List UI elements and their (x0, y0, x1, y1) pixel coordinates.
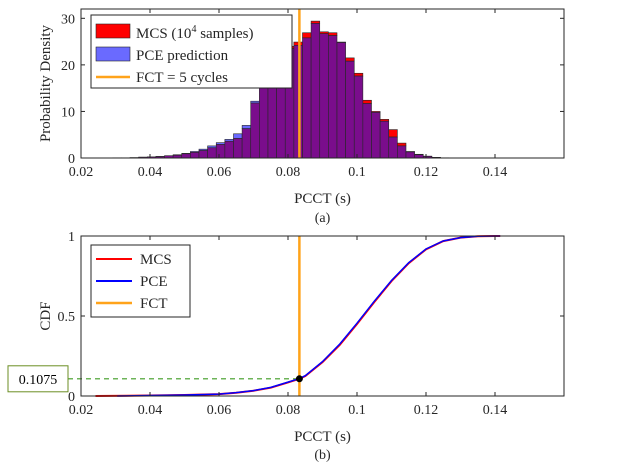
cdf-series-pce (117, 235, 501, 397)
legend-swatch-pce (95, 46, 131, 62)
legend-label-pce: PCE prediction (136, 48, 229, 64)
histogram-bar (207, 147, 217, 159)
legend-label-mcs-prefix: MCS (10 (136, 26, 191, 42)
histogram-bar-excess (345, 57, 355, 62)
panel-caption: (b) (314, 448, 331, 463)
histogram-bar (319, 33, 329, 159)
histogram-bar (250, 102, 260, 159)
x-tick-label: 0.04 (138, 165, 163, 180)
legend-label-pce: PCE (140, 274, 168, 290)
histogram-bar (233, 138, 243, 159)
histogram-bar-excess (310, 20, 321, 24)
histogram-bar (328, 35, 338, 159)
legend: MCS PCE FCT (90, 244, 191, 318)
y-tick-label: 0 (68, 390, 75, 405)
histogram-bar (388, 136, 398, 159)
legend-label-mcs: MCS (104 samples) (136, 24, 254, 42)
histogram-bar (362, 103, 372, 159)
histogram-bar-excess (241, 125, 252, 129)
legend-label-fct: FCT (140, 296, 168, 312)
histogram-bar (345, 60, 355, 159)
histogram-bar (198, 150, 208, 159)
x-tick-label: 0.08 (276, 403, 301, 418)
histogram-bar (379, 120, 390, 159)
intersection-marker (295, 375, 303, 383)
histogram-bar (302, 37, 312, 159)
legend-label-fct: FCT = 5 cycles (136, 70, 228, 86)
x-tick-label: 0.04 (138, 403, 163, 418)
x-tick-label: 0.1 (348, 165, 366, 180)
x-axis-ticks: 0.02 0.04 0.06 0.08 0.1 0.12 0.14 (69, 236, 508, 418)
y-tick-label: 10 (61, 105, 75, 120)
y-tick-label: 0 (68, 152, 75, 167)
histogram-bar (224, 140, 234, 159)
histogram-bar-excess (233, 133, 243, 139)
histogram-panel: 0.02 0.04 0.06 0.08 0.1 0.12 0.14 0 10 20 30 PCCT… (38, 8, 565, 226)
x-tick-label: 0.14 (483, 403, 508, 418)
legend: MCS (104 samples) PCE prediction FCT = 5… (90, 14, 293, 89)
y-tick-label: 20 (61, 59, 75, 74)
panel-caption: (a) (315, 211, 331, 226)
axes-box (80, 8, 565, 159)
x-tick-label: 0.08 (276, 165, 301, 180)
cdf-panel: 0.02 0.04 0.06 0.08 0.1 0.12 0.14 00.51 PCCT (… (7, 230, 565, 463)
x-tick-label: 0.1 (348, 403, 366, 418)
histogram-bar (215, 144, 226, 159)
legend-label-mcs: MCS (140, 252, 172, 268)
y-tick-label: 1 (68, 230, 75, 245)
histogram-bar (336, 42, 346, 159)
x-tick-label: 0.02 (69, 403, 94, 418)
x-tick-label: 0.06 (207, 403, 232, 418)
x-tick-label: 0.12 (414, 403, 439, 418)
x-axis-label: PCCT (s) (294, 429, 351, 445)
y-axis-label: Probability Density (38, 24, 54, 142)
histogram-bar-excess (362, 99, 372, 104)
annotation-box (7, 365, 69, 393)
legend-label-mcs-exponent: 4 (191, 24, 196, 35)
y-tick-label: 30 (61, 12, 75, 27)
histogram-bar (181, 153, 191, 159)
x-tick-label: 0.12 (414, 165, 439, 180)
x-tick-label: 0.06 (207, 165, 232, 180)
histogram-bar (310, 23, 321, 159)
histogram-bar (371, 112, 381, 159)
legend-swatch-mcs (95, 23, 131, 39)
y-tick-label: 0.5 (58, 310, 76, 325)
histogram-bar (259, 80, 269, 159)
histogram-bar-excess (353, 72, 364, 77)
histogram-bar (397, 145, 407, 159)
x-tick-label: 0.14 (483, 165, 508, 180)
histogram-bar-excess (328, 32, 338, 36)
histogram-bar-excess (388, 129, 398, 138)
x-axis-ticks: 0.02 0.04 0.06 0.08 0.1 0.12 0.14 (69, 9, 508, 180)
histogram-bar (190, 152, 200, 159)
x-axis-label: PCCT (s) (294, 191, 351, 207)
annotation-text: 0.1075 (19, 373, 58, 388)
legend-label-mcs-suffix: samples) (196, 26, 253, 42)
histogram-bar (353, 75, 364, 159)
histogram-bar (405, 151, 415, 159)
histogram-bar-excess (302, 32, 312, 39)
y-axis-ticks: 00.51 (58, 230, 564, 405)
y-axis-label: CDF (38, 301, 54, 330)
x-tick-label: 0.02 (69, 165, 94, 180)
y-axis-ticks: 0 10 20 30 (61, 12, 564, 167)
value-annotation: 0.1075 (7, 365, 69, 393)
histogram-bar-excess (397, 142, 407, 147)
histogram-bar (241, 128, 252, 159)
